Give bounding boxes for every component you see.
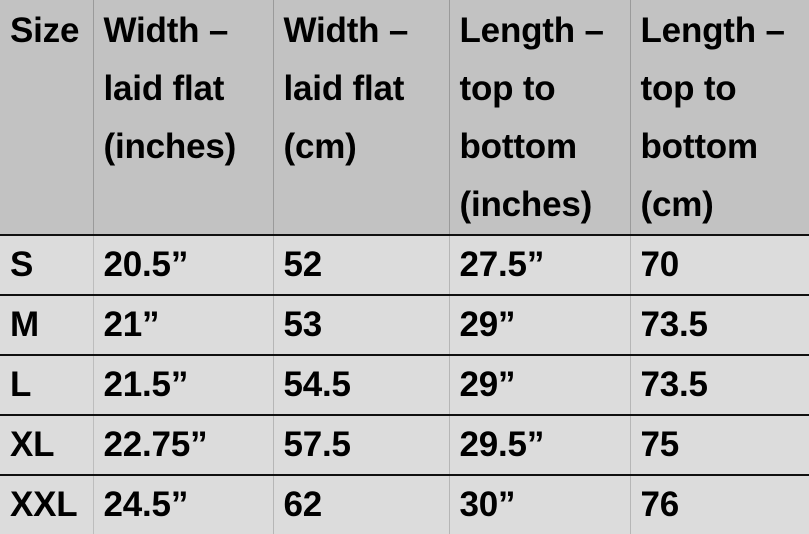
- column-header-width-cm: Width – laid flat (cm): [273, 0, 449, 235]
- table-row: M 21” 53 29” 73.5: [0, 295, 809, 355]
- cell-width-cm: 57.5: [273, 415, 449, 475]
- cell-width-inches: 22.75”: [93, 415, 273, 475]
- cell-size: XXL: [0, 475, 93, 534]
- cell-width-inches: 24.5”: [93, 475, 273, 534]
- cell-width-inches: 21”: [93, 295, 273, 355]
- cell-size: S: [0, 235, 93, 295]
- cell-length-cm: 73.5: [630, 355, 809, 415]
- column-header-length-inches-label: Length – top to bottom (inches): [460, 0, 630, 234]
- cell-length-inches: 30”: [449, 475, 630, 534]
- header-row: Size Width – laid flat (inches) Width – …: [0, 0, 809, 235]
- column-header-length-cm: Length – top to bottom (cm): [630, 0, 809, 235]
- cell-width-cm: 54.5: [273, 355, 449, 415]
- table-row: L 21.5” 54.5 29” 73.5: [0, 355, 809, 415]
- table-header: Size Width – laid flat (inches) Width – …: [0, 0, 809, 235]
- table-row: S 20.5” 52 27.5” 70: [0, 235, 809, 295]
- cell-width-inches: 21.5”: [93, 355, 273, 415]
- cell-width-cm: 62: [273, 475, 449, 534]
- column-header-width-cm-label: Width – laid flat (cm): [284, 0, 449, 176]
- cell-length-inches: 27.5”: [449, 235, 630, 295]
- column-header-size-label: Size: [10, 0, 93, 60]
- cell-length-inches: 29”: [449, 295, 630, 355]
- cell-length-cm: 73.5: [630, 295, 809, 355]
- cell-length-inches: 29”: [449, 355, 630, 415]
- table-body: S 20.5” 52 27.5” 70 M 21” 53 29” 73.5 L …: [0, 235, 809, 534]
- cell-width-cm: 53: [273, 295, 449, 355]
- cell-length-cm: 75: [630, 415, 809, 475]
- cell-width-inches: 20.5”: [93, 235, 273, 295]
- cell-length-cm: 76: [630, 475, 809, 534]
- cell-length-inches: 29.5”: [449, 415, 630, 475]
- cell-size: L: [0, 355, 93, 415]
- table-row: XXL 24.5” 62 30” 76: [0, 475, 809, 534]
- column-header-width-inches-label: Width – laid flat (inches): [104, 0, 273, 176]
- column-header-length-inches: Length – top to bottom (inches): [449, 0, 630, 235]
- cell-size: M: [0, 295, 93, 355]
- cell-size: XL: [0, 415, 93, 475]
- table-row: XL 22.75” 57.5 29.5” 75: [0, 415, 809, 475]
- column-header-width-inches: Width – laid flat (inches): [93, 0, 273, 235]
- cell-length-cm: 70: [630, 235, 809, 295]
- column-header-size: Size: [0, 0, 93, 235]
- column-header-length-cm-label: Length – top to bottom (cm): [641, 0, 809, 234]
- cell-width-cm: 52: [273, 235, 449, 295]
